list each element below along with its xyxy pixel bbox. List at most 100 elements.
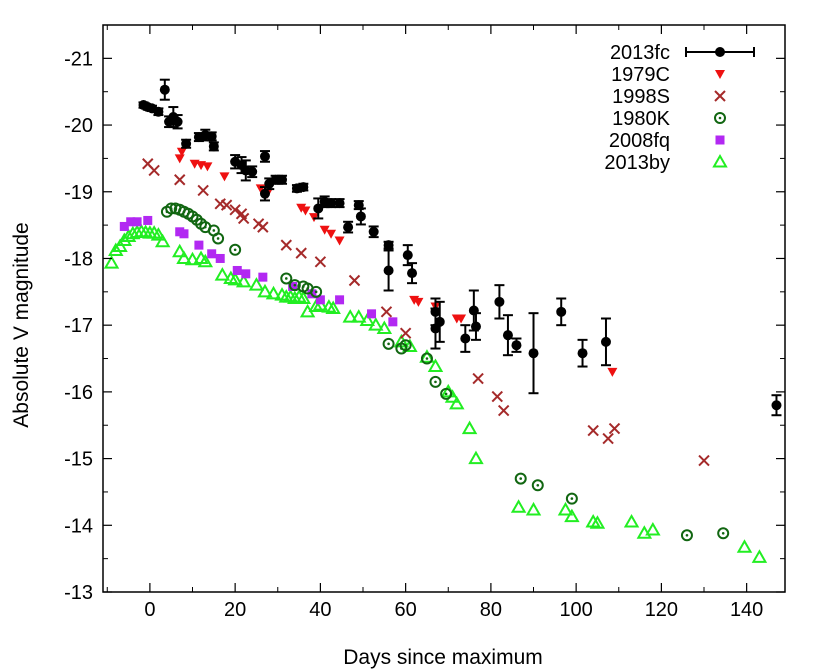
- data-point: [413, 297, 424, 307]
- y-tick-label: -13: [64, 582, 93, 604]
- data-point: [176, 250, 192, 264]
- data-point: [159, 84, 170, 95]
- data-point: [232, 265, 242, 275]
- data-point: [440, 387, 453, 400]
- data-point: [607, 367, 618, 377]
- data-point: [184, 251, 201, 266]
- data-point: [181, 138, 192, 149]
- legend-marker: [715, 70, 725, 79]
- data-point: [220, 199, 233, 211]
- data-point: [172, 243, 188, 258]
- data-marks: [103, 78, 782, 563]
- legend-label: 2013by: [604, 152, 670, 174]
- data-point: [368, 226, 379, 237]
- data-point: [295, 247, 307, 259]
- x-tick-label: 0: [144, 599, 155, 621]
- data-point: [215, 253, 225, 263]
- data-point: [208, 141, 219, 152]
- data-point: [310, 285, 323, 298]
- series-2013by: [103, 223, 768, 563]
- legend-entry-2013by: 2013by: [604, 152, 728, 174]
- data-point: [227, 271, 243, 286]
- x-tick-label: 80: [480, 599, 502, 621]
- data-point: [103, 255, 120, 269]
- x-tick-label: 140: [730, 599, 763, 621]
- data-point: [194, 240, 204, 250]
- y-tick-label: -18: [64, 248, 93, 270]
- y-tick-label: -19: [64, 182, 93, 204]
- y-tick-label: -14: [64, 515, 93, 537]
- x-axis-title: Days since maximum: [343, 646, 543, 669]
- data-point: [514, 472, 527, 485]
- data-point: [359, 312, 375, 327]
- y-axis-title: Absolute V magnitude: [10, 222, 33, 427]
- data-point: [525, 501, 542, 516]
- legend-entry-2013fc: 2013fc: [610, 42, 755, 64]
- data-point: [229, 204, 241, 216]
- data-point: [461, 420, 478, 435]
- data-point: [280, 272, 293, 285]
- data-point: [212, 232, 225, 245]
- data-point: [277, 174, 288, 185]
- legend-marker: [712, 153, 728, 168]
- data-point: [326, 229, 337, 239]
- data-point: [497, 404, 510, 417]
- data-point: [197, 184, 209, 197]
- data-point: [528, 348, 539, 359]
- series-1998S: [142, 158, 710, 467]
- data-point: [587, 424, 599, 437]
- data-point: [383, 240, 394, 251]
- data-point: [325, 300, 341, 314]
- data-point: [207, 249, 217, 259]
- data-point: [248, 277, 265, 291]
- data-point: [326, 198, 337, 209]
- data-point: [460, 333, 471, 344]
- data-point: [556, 306, 567, 317]
- legend-entry-2008fq: 2008fq: [609, 130, 725, 152]
- data-point: [295, 290, 312, 304]
- legend-label: 1979C: [611, 64, 670, 86]
- data-point: [736, 539, 753, 553]
- data-point: [645, 521, 661, 536]
- data-point: [314, 256, 327, 268]
- legend-label: 2013fc: [610, 42, 670, 64]
- data-point: [511, 340, 522, 351]
- data-point: [399, 327, 412, 339]
- data-point: [600, 336, 611, 347]
- data-point: [717, 527, 730, 540]
- data-point: [419, 349, 435, 363]
- legend-entry-1979C: 1979C: [611, 64, 725, 86]
- data-point: [502, 330, 513, 341]
- data-point: [296, 203, 307, 213]
- data-point: [265, 285, 282, 300]
- y-tick-label: -20: [64, 115, 93, 137]
- data-point: [456, 314, 467, 324]
- legend-label: 1998S: [612, 86, 670, 108]
- data-point: [491, 390, 503, 403]
- data-point: [427, 358, 444, 373]
- data-point: [531, 479, 544, 492]
- data-point: [315, 295, 325, 305]
- data-point: [153, 106, 164, 117]
- data-point: [388, 317, 398, 327]
- y-tick-label: -15: [64, 449, 93, 471]
- data-point: [449, 395, 465, 410]
- data-point: [382, 337, 395, 350]
- data-point: [298, 182, 309, 193]
- data-point: [312, 297, 329, 311]
- data-point: [148, 164, 160, 177]
- data-point: [602, 432, 614, 445]
- legend-marker: [714, 90, 726, 102]
- data-point: [565, 492, 578, 505]
- data-point: [355, 211, 366, 222]
- data-point: [179, 229, 189, 239]
- data-point: [126, 217, 136, 227]
- data-point: [108, 242, 124, 256]
- data-point: [557, 501, 574, 516]
- data-point: [510, 499, 527, 513]
- data-point: [434, 316, 445, 327]
- data-point: [680, 529, 693, 542]
- data-point: [334, 236, 345, 246]
- data-point: [698, 454, 710, 467]
- data-point: [214, 267, 231, 281]
